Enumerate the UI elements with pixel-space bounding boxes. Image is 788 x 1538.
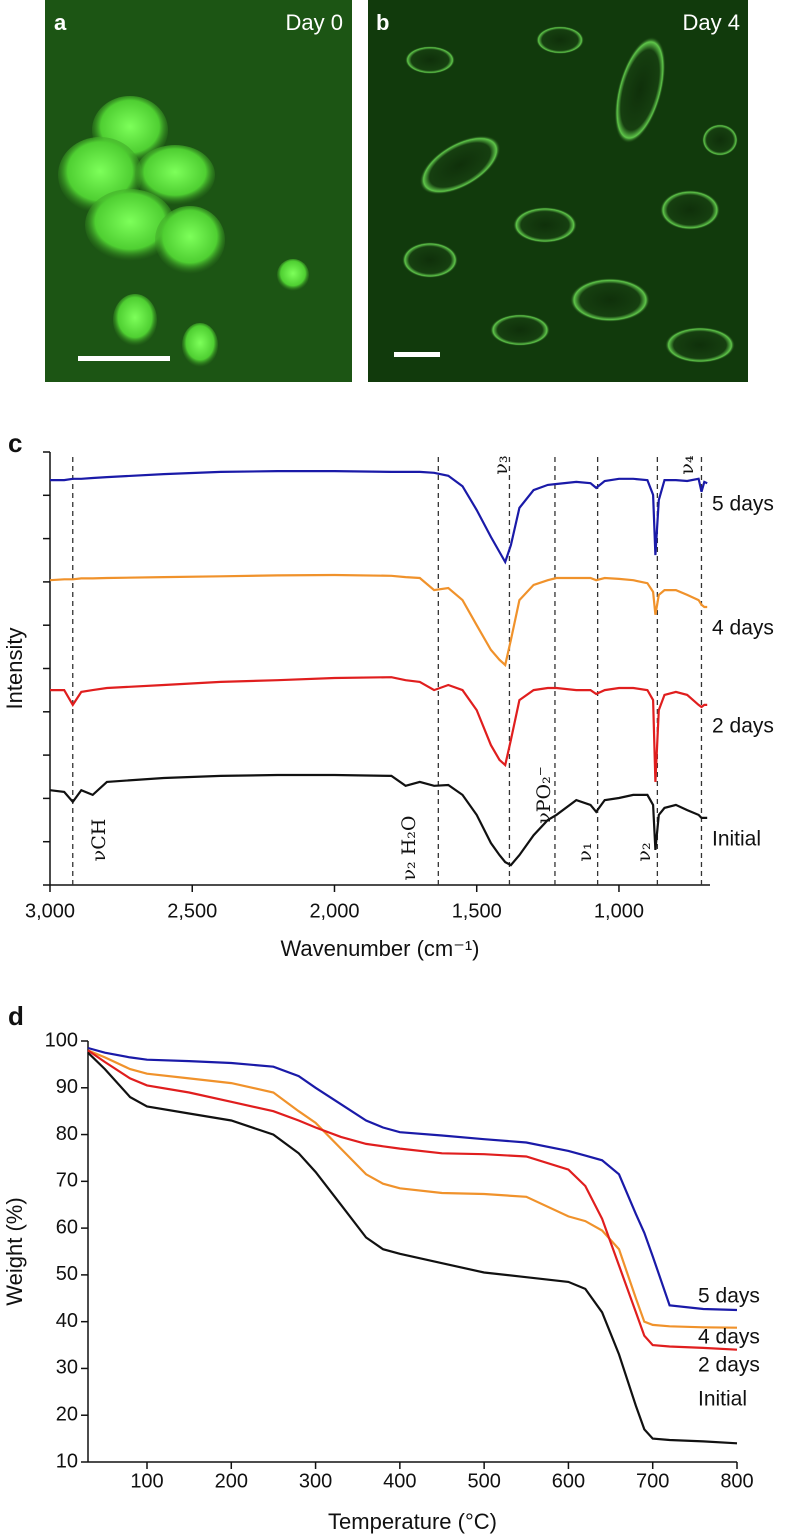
x-tick-label: 2,000 [309,900,359,922]
x-tick-label: 800 [720,1470,753,1492]
y-tick-label: 50 [56,1263,78,1285]
series-line [50,470,708,565]
x-tick-label: 3,000 [25,900,75,922]
series-line [49,573,708,668]
image-label: Day 0 [286,10,343,35]
series-label: 5 days [698,1285,760,1308]
series-label: Initial [712,827,761,850]
annotation: ν₂ H₂O [398,816,420,881]
x-tick-label: 100 [130,1470,163,1492]
x-tick-label: 700 [636,1470,669,1492]
y-tick-label: 80 [56,1123,78,1145]
x-tick-label: 2,500 [167,900,217,922]
y-tick-label: 10 [56,1450,78,1472]
y-tick-label: 30 [56,1357,78,1379]
series-line [87,1051,738,1445]
series-label: 4 days [698,1326,760,1349]
x-tick-label: 300 [299,1470,332,1492]
x-axis-title: Wavenumber (cm⁻¹) [280,936,479,961]
series-label: 5 days [712,493,774,516]
panel-letter: b [376,10,389,35]
series-label: Initial [698,1388,747,1411]
y-tick-label: 70 [56,1170,78,1192]
y-tick-label: 60 [56,1216,78,1238]
y-tick-label: 20 [56,1404,78,1426]
x-tick-label: 1,000 [594,900,644,922]
x-tick-label: 200 [215,1470,248,1492]
series-line [87,1046,738,1312]
x-tick-label: 500 [467,1470,500,1492]
series-label: 4 days [712,617,774,640]
panel-letter: a [54,10,67,35]
series-line [87,1049,738,1329]
series-label: 2 days [698,1354,760,1377]
y-tick-label: 90 [56,1076,78,1098]
image-a [45,0,352,382]
x-axis-title: Temperature (°C) [328,1509,497,1534]
series-label: 2 days [712,714,774,737]
image-b [368,0,748,382]
annotation: ν₁ [574,842,596,861]
series-line [49,773,708,867]
annotation: νPO₂⁻ [533,766,555,824]
y-tick-label: 100 [45,1029,78,1051]
x-tick-label: 600 [552,1470,585,1492]
annotation: ν₃ [490,455,512,474]
panel-letter: c [8,428,22,458]
image-label: Day 4 [683,10,740,35]
y-axis-title: Weight (%) [2,1197,27,1305]
x-tick-label: 400 [383,1470,416,1492]
annotation: ν₄ [676,455,698,475]
series-line [50,676,708,782]
x-tick-label: 1,500 [452,900,502,922]
panel-letter: d [8,1001,24,1031]
y-axis-title: Intensity [2,628,27,710]
annotation: νCH [88,819,110,862]
y-tick-label: 40 [56,1310,78,1332]
series-line [87,1049,738,1351]
annotation: ν₂ [633,842,655,861]
